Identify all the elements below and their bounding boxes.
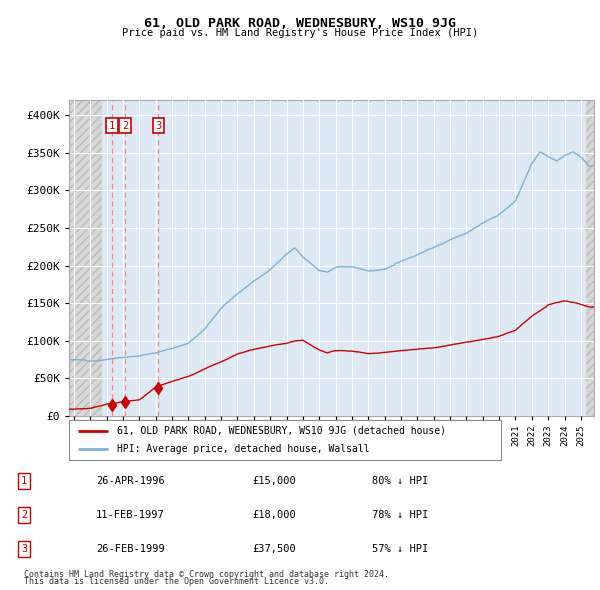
FancyBboxPatch shape [69, 420, 501, 460]
Text: 61, OLD PARK ROAD, WEDNESBURY, WS10 9JG: 61, OLD PARK ROAD, WEDNESBURY, WS10 9JG [144, 17, 456, 30]
Text: 2: 2 [122, 120, 128, 130]
Text: Price paid vs. HM Land Registry's House Price Index (HPI): Price paid vs. HM Land Registry's House … [122, 28, 478, 38]
Text: 61, OLD PARK ROAD, WEDNESBURY, WS10 9JG (detached house): 61, OLD PARK ROAD, WEDNESBURY, WS10 9JG … [116, 426, 446, 436]
Text: 1: 1 [109, 120, 115, 130]
Bar [586, 100, 594, 416]
Text: £18,000: £18,000 [252, 510, 296, 520]
Text: 3: 3 [21, 545, 27, 554]
Bar [69, 100, 102, 416]
Text: Contains HM Land Registry data © Crown copyright and database right 2024.: Contains HM Land Registry data © Crown c… [24, 570, 389, 579]
Text: 57% ↓ HPI: 57% ↓ HPI [372, 545, 428, 554]
Text: 26-APR-1996: 26-APR-1996 [96, 476, 165, 486]
Text: 78% ↓ HPI: 78% ↓ HPI [372, 510, 428, 520]
Text: £37,500: £37,500 [252, 545, 296, 554]
Text: 26-FEB-1999: 26-FEB-1999 [96, 545, 165, 554]
Text: 3: 3 [155, 120, 161, 130]
Text: HPI: Average price, detached house, Walsall: HPI: Average price, detached house, Wals… [116, 444, 369, 454]
Text: 1: 1 [21, 476, 27, 486]
Text: 11-FEB-1997: 11-FEB-1997 [96, 510, 165, 520]
Text: 2: 2 [21, 510, 27, 520]
Text: £15,000: £15,000 [252, 476, 296, 486]
Text: 80% ↓ HPI: 80% ↓ HPI [372, 476, 428, 486]
Text: This data is licensed under the Open Government Licence v3.0.: This data is licensed under the Open Gov… [24, 577, 329, 586]
